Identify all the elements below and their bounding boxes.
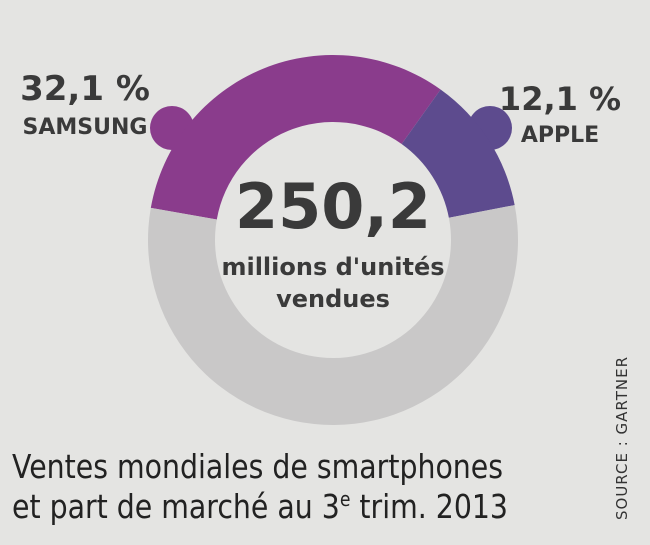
- donut-segment: [401, 89, 515, 218]
- title-text: et part de marché au 3: [12, 488, 340, 527]
- value-label: 12,1 %: [499, 80, 621, 118]
- center-text: millions d'unités: [221, 253, 444, 281]
- donut: [147, 54, 518, 426]
- donut-segment: [147, 205, 518, 426]
- center-text: vendues: [276, 285, 390, 313]
- title-sup: e: [340, 489, 351, 512]
- title-line: et part de marché au 3e trim. 2013: [12, 488, 508, 527]
- title-line: Ventes mondiales de smartphones: [12, 448, 503, 487]
- center-value: 250,2: [235, 170, 431, 243]
- title-text: trim. 2013: [350, 488, 508, 527]
- category-label: SAMSUNG: [23, 115, 148, 140]
- category-label: APPLE: [521, 123, 599, 148]
- title: Ventes mondiales de smartphones et part …: [12, 448, 508, 527]
- source: SOURCE : GARTNER: [613, 356, 631, 520]
- donut-segment: [150, 54, 441, 220]
- value-label: 32,1 %: [20, 69, 150, 109]
